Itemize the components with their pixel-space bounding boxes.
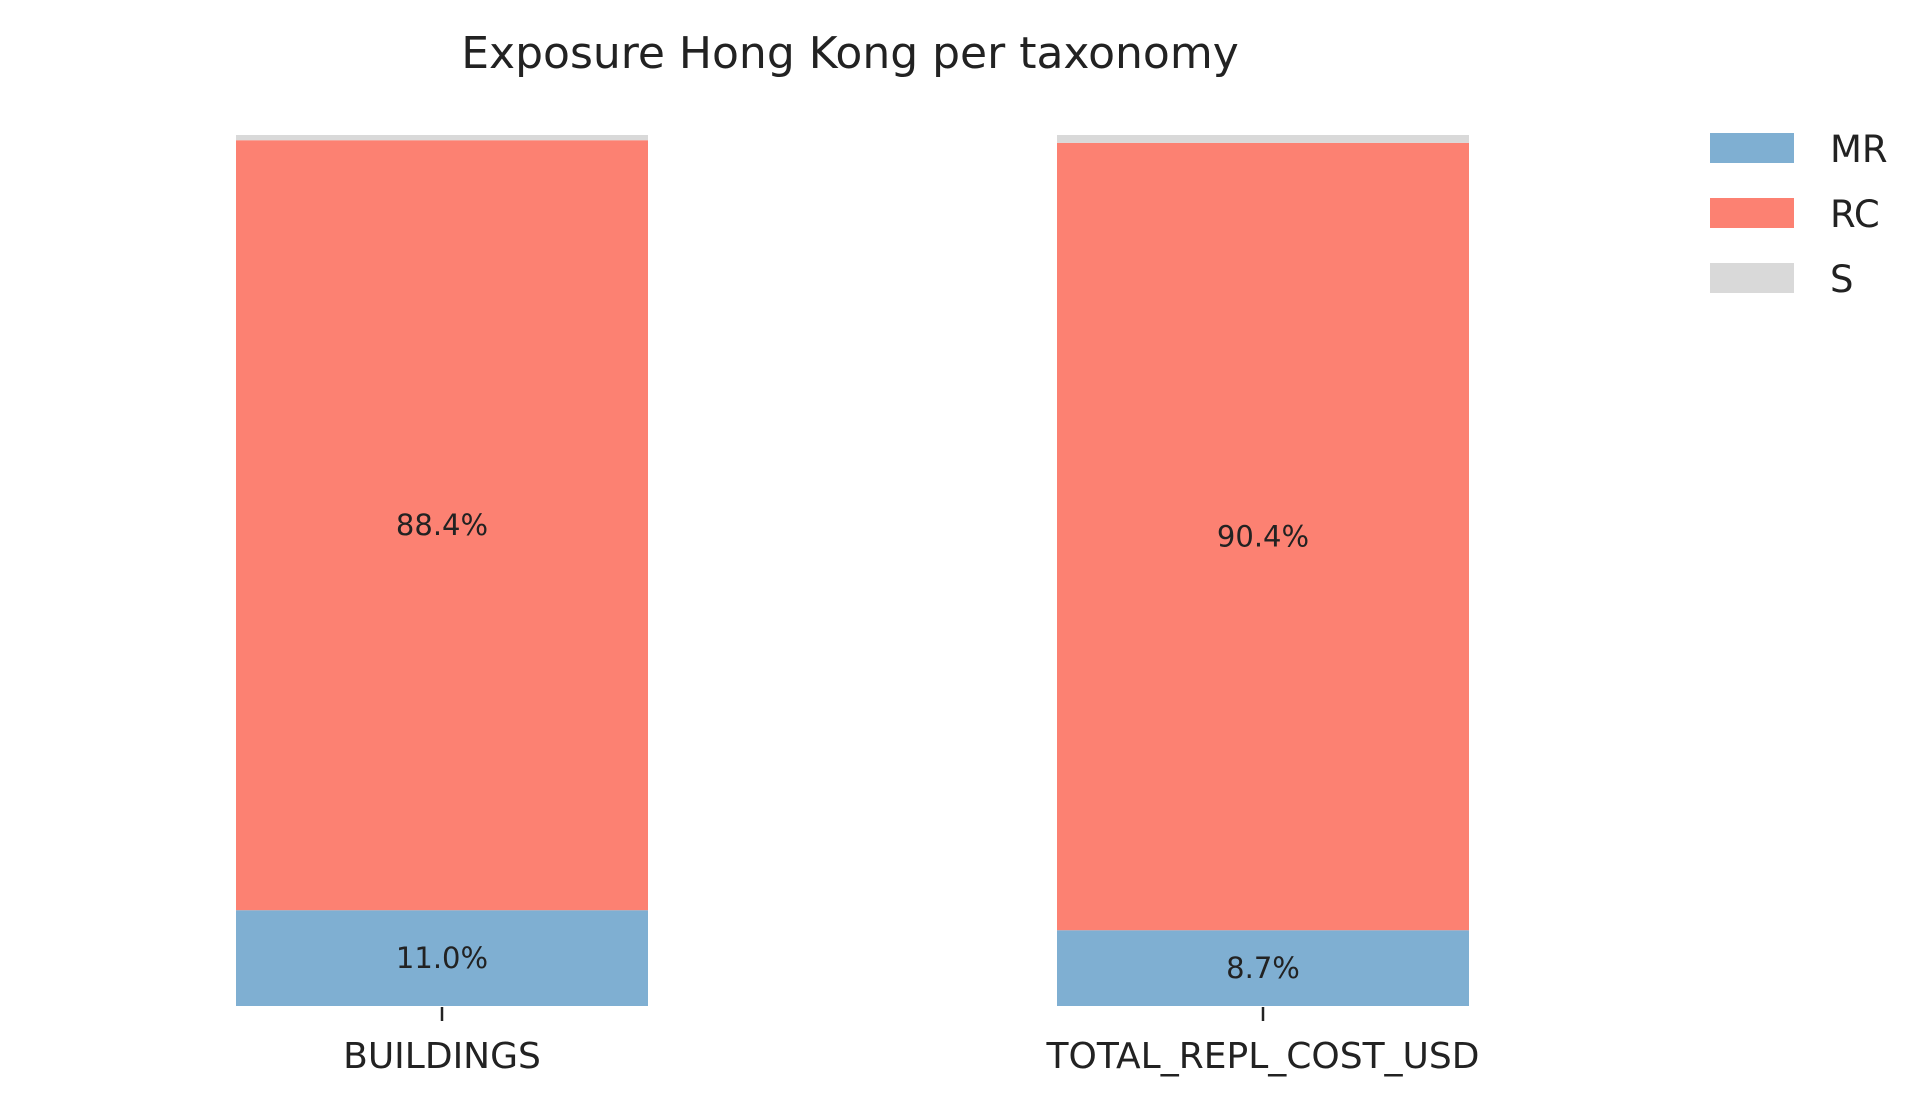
data-label-mr-0: 11.0%	[396, 941, 488, 975]
bar-segment-rc-1	[1057, 142, 1469, 931]
data-label-rc-0: 88.4%	[396, 508, 488, 542]
chart-title: Exposure Hong Kong per taxonomy	[461, 28, 1238, 79]
legend-swatch-s	[1710, 263, 1794, 293]
legend-label-rc: RC	[1830, 193, 1880, 236]
legend-label-s: S	[1830, 258, 1854, 301]
x-axis: BUILDINGS TOTAL_REPL_COST_USD	[343, 1007, 1479, 1077]
legend-swatch-rc	[1710, 198, 1794, 228]
bar-segment-mr-0	[236, 910, 648, 1006]
legend-label-mr: MR	[1830, 128, 1888, 171]
legend-swatch-mr	[1710, 133, 1794, 163]
bars-group	[236, 135, 1469, 1006]
x-tick-label-1: TOTAL_REPL_COST_USD	[1046, 1036, 1480, 1077]
bar-segment-s-0	[236, 135, 648, 141]
bar-segment-rc-0	[236, 140, 648, 911]
legend: MR RC S	[1710, 128, 1888, 301]
bar-segment-mr-1	[1057, 930, 1469, 1006]
data-label-mr-1: 8.7%	[1226, 951, 1300, 985]
x-tick-label-0: BUILDINGS	[343, 1036, 541, 1077]
data-label-rc-1: 90.4%	[1217, 520, 1309, 554]
segment-labels-group: 11.0% 88.4% 8.7% 90.4%	[396, 508, 1309, 985]
bar-segment-s-1	[1057, 135, 1469, 143]
